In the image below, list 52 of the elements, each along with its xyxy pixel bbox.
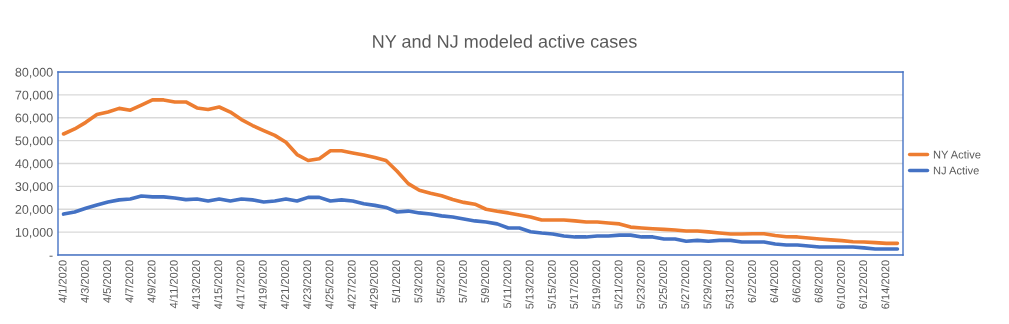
x-tick-label: 5/15/2020 — [547, 260, 556, 309]
x-tick-label: 4/13/2020 — [191, 260, 200, 310]
x-tick-label: 4/27/2020 — [347, 260, 356, 310]
x-tick-label: 4/19/2020 — [258, 260, 267, 310]
x-tick-label: 4/5/2020 — [102, 260, 112, 303]
y-tick-label: 80,000 — [15, 67, 53, 79]
x-tick-label: 4/29/2020 — [369, 260, 378, 310]
x-tick-label: 5/27/2020 — [681, 260, 690, 309]
x-tick-label: 5/31/2020 — [725, 260, 734, 309]
x-tick-label: 4/11/2020 — [169, 260, 178, 309]
legend-label: NY Active — [933, 150, 981, 159]
x-tick-label: 4/17/2020 — [236, 260, 245, 310]
x-tick-label: 5/19/2020 — [592, 260, 601, 309]
y-tick-label: 20,000 — [15, 205, 53, 216]
x-tick-label: 5/21/2020 — [614, 260, 623, 309]
chart-title: NY and NJ modeled active cases — [373, 34, 637, 48]
y-tick-label: 40,000 — [15, 159, 53, 170]
x-tick-label: 4/1/2020 — [58, 260, 67, 303]
y-tick-label: 30,000 — [15, 182, 53, 193]
y-tick-label: 60,000 — [15, 113, 53, 124]
x-tick-label: 4/25/2020 — [325, 260, 334, 310]
x-tick-label: 6/12/2020 — [858, 260, 868, 309]
x-tick-label: 5/5/2020 — [436, 260, 445, 303]
x-tick-label: 5/17/2020 — [569, 260, 578, 309]
line-series — [61, 194, 900, 251]
x-tick-label: 4/23/2020 — [302, 260, 312, 310]
y-tick-label: 50,000 — [15, 136, 53, 147]
y-tick-label: 10,000 — [15, 227, 53, 239]
x-tick-label: 5/11/2020 — [503, 260, 512, 309]
x-tick-label: 5/23/2020 — [636, 260, 645, 309]
x-tick-label: 5/3/2020 — [414, 260, 423, 303]
x-tick-label: 6/2/2020 — [747, 260, 756, 303]
x-tick-label: 5/1/2020 — [391, 260, 401, 303]
x-tick-label: 4/3/2020 — [80, 260, 89, 303]
x-tick-label: 5/9/2020 — [480, 260, 490, 303]
x-tick-label: 6/14/2020 — [881, 260, 890, 309]
y-tick-label: 70,000 — [15, 90, 53, 101]
y-tick-label: - — [49, 255, 53, 257]
x-tick-label: 4/21/2020 — [280, 260, 289, 310]
x-tick-label: 4/9/2020 — [147, 260, 156, 303]
x-tick-label: 5/7/2020 — [458, 260, 467, 303]
x-tick-label: 5/13/2020 — [525, 260, 534, 309]
x-tick-label: 5/25/2020 — [658, 260, 667, 309]
x-tick-label: 4/15/2020 — [214, 260, 223, 310]
legend-label: NJ Active — [933, 166, 979, 175]
x-tick-label: 6/10/2020 — [836, 260, 845, 309]
x-tick-label: 4/7/2020 — [125, 260, 134, 303]
x-tick-label: 6/8/2020 — [814, 260, 823, 303]
line-series — [61, 98, 900, 246]
x-tick-label: 5/29/2020 — [703, 260, 712, 309]
x-tick-label: 6/4/2020 — [769, 260, 779, 303]
x-tick-label: 6/6/2020 — [792, 260, 801, 303]
